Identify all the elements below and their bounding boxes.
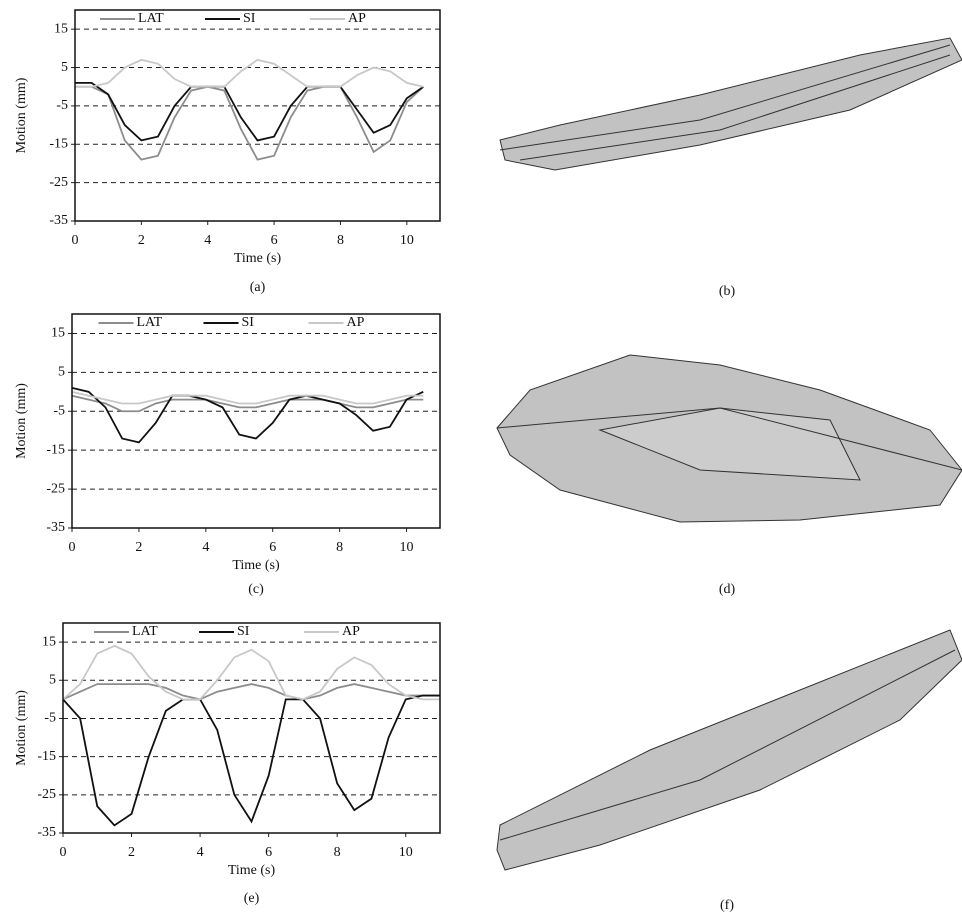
y-tick-label: 15: [51, 326, 65, 341]
legend-label: LAT: [138, 11, 164, 26]
plot-area: [63, 623, 440, 833]
y-tick-label: 5: [49, 672, 56, 687]
y-tick-label: -35: [46, 520, 65, 535]
x-tick-label: 0: [72, 233, 79, 248]
y-tick-label: -25: [37, 787, 56, 802]
hull-shape: [497, 630, 962, 870]
y-tick-label: -15: [46, 442, 65, 457]
legend-label: AP: [348, 11, 366, 26]
figure: (b) (d) (f) -35 -25 -15 -5 5 15 0 2 4 6 8 10 LAT SI AP…: [0, 0, 962, 913]
x-tick-label: 8: [336, 540, 343, 555]
y-tick-label: -5: [44, 711, 56, 726]
y-tick-label: -5: [56, 98, 68, 113]
plot-area: [75, 10, 440, 221]
y-tick-label: -5: [53, 403, 65, 418]
caption: (a): [250, 280, 266, 295]
x-tick-label: 2: [138, 233, 145, 248]
legend-label: SI: [242, 315, 255, 330]
x-axis-label: Time (s): [228, 863, 276, 878]
y-tick-label: 15: [42, 634, 56, 649]
page: (b) (d) (f) -35 -25 -15 -5 5 15 0 2 4 6 8 10 LAT SI AP…: [0, 0, 962, 913]
x-tick-label: 6: [269, 540, 276, 555]
caption: (f): [720, 898, 734, 913]
x-tick-label: 8: [334, 845, 341, 860]
y-axis-label: Motion (mm): [14, 383, 29, 459]
y-tick-label: -35: [37, 825, 56, 840]
y-axis-label: Motion (mm): [14, 690, 29, 766]
y-tick-label: -15: [49, 136, 68, 151]
y-tick-label: 5: [58, 365, 65, 380]
x-tick-label: 10: [400, 233, 414, 248]
legend-label: LAT: [132, 624, 158, 639]
hull-b: [500, 38, 962, 170]
x-tick-label: 4: [197, 845, 204, 860]
x-tick-label: 10: [400, 540, 414, 555]
x-axis-label: Time (s): [232, 558, 280, 573]
caption: (d): [719, 582, 736, 597]
y-axis-label: Motion (mm): [14, 77, 29, 153]
y-tick-label: 15: [54, 21, 68, 36]
y-tick-label: 5: [61, 60, 68, 75]
y-tick-label: -25: [46, 481, 65, 496]
caption: (e): [244, 891, 260, 906]
caption: (b): [719, 284, 736, 299]
y-tick-label: -15: [37, 749, 56, 764]
x-axis-label: Time (s): [234, 251, 282, 266]
x-tick-label: 6: [265, 845, 272, 860]
y-tick-label: -35: [49, 213, 68, 228]
legend-label: LAT: [137, 315, 163, 330]
x-tick-label: 4: [202, 540, 209, 555]
x-tick-label: 8: [337, 233, 344, 248]
x-tick-label: 4: [204, 233, 211, 248]
plot-area: [72, 314, 440, 528]
x-tick-label: 2: [135, 540, 142, 555]
x-tick-label: 2: [128, 845, 135, 860]
legend-label: SI: [243, 11, 256, 26]
x-tick-label: 6: [271, 233, 278, 248]
x-tick-label: 10: [399, 845, 413, 860]
x-tick-label: 0: [69, 540, 76, 555]
legend-label: AP: [347, 315, 365, 330]
y-tick-label: -25: [49, 175, 68, 190]
legend-label: AP: [342, 624, 360, 639]
x-tick-label: 0: [60, 845, 67, 860]
hull-f: [497, 630, 962, 870]
legend-label: SI: [237, 624, 250, 639]
hull-d: [497, 355, 962, 522]
hull-shape: [500, 38, 962, 170]
caption: (c): [248, 582, 264, 597]
